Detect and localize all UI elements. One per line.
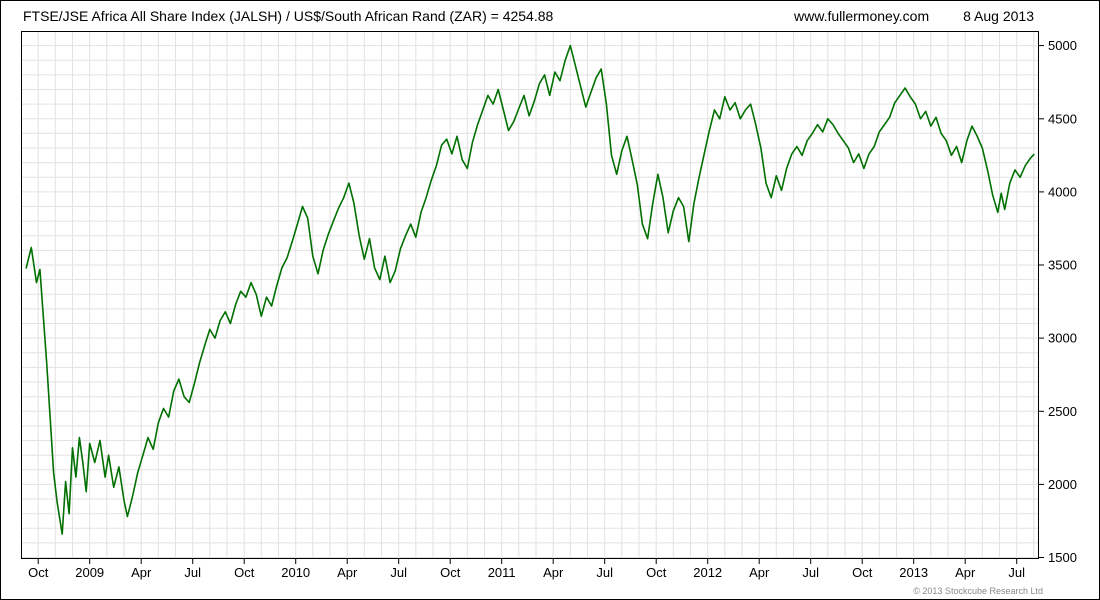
x-tick-label: Oct bbox=[440, 565, 461, 580]
x-tick-label: Apr bbox=[131, 565, 152, 580]
x-tick-label: 2012 bbox=[693, 565, 722, 580]
price-line bbox=[25, 44, 1035, 535]
y-tick-label: 2000 bbox=[1048, 477, 1077, 492]
y-tick-label: 4500 bbox=[1048, 111, 1077, 126]
x-tick-label: Oct bbox=[28, 565, 49, 580]
x-tick-label: Jul bbox=[596, 565, 613, 580]
chart-date: 8 Aug 2013 bbox=[963, 7, 1034, 24]
y-tick-label: 1500 bbox=[1048, 550, 1077, 565]
x-tick-label: Apr bbox=[543, 565, 564, 580]
x-tick-label: Oct bbox=[234, 565, 255, 580]
x-tick-label: 2011 bbox=[488, 565, 516, 580]
x-tick-label: Jul bbox=[390, 565, 407, 580]
x-tick-label: Oct bbox=[852, 565, 873, 580]
x-tick-label: Jul bbox=[184, 565, 201, 580]
y-tick-label: 4000 bbox=[1048, 184, 1077, 199]
y-tick-label: 5000 bbox=[1048, 38, 1077, 53]
x-tick-label: 2013 bbox=[899, 565, 928, 580]
plot-border bbox=[21, 31, 1039, 559]
x-tick-label: Apr bbox=[749, 565, 770, 580]
x-tick-label: Apr bbox=[337, 565, 358, 580]
x-tick-label: Apr bbox=[955, 565, 976, 580]
y-tick-label: 3000 bbox=[1048, 331, 1077, 346]
y-tick-label: 3500 bbox=[1048, 258, 1077, 273]
copyright: © 2013 Stockcube Research Ltd bbox=[913, 586, 1043, 596]
y-tick-label: 2500 bbox=[1048, 404, 1077, 419]
x-tick-label: Oct bbox=[646, 565, 667, 580]
chart-header: FTSE/JSE Africa All Share Index (JALSH) … bbox=[1, 1, 1099, 30]
price-chart: Oct 2009 Apr Jul Oct 2010 Apr Jul Oct 2011 Apr Jul O… bbox=[21, 31, 1077, 580]
x-tick-label: Jul bbox=[1008, 565, 1025, 580]
x-tick-label: 2009 bbox=[75, 565, 104, 580]
chart-title: FTSE/JSE Africa All Share Index (JALSH) … bbox=[23, 7, 554, 24]
x-tick-label: 2010 bbox=[281, 565, 310, 580]
website-link[interactable]: www.fullermoney.com bbox=[794, 7, 930, 24]
x-tick-label: Jul bbox=[802, 565, 819, 580]
